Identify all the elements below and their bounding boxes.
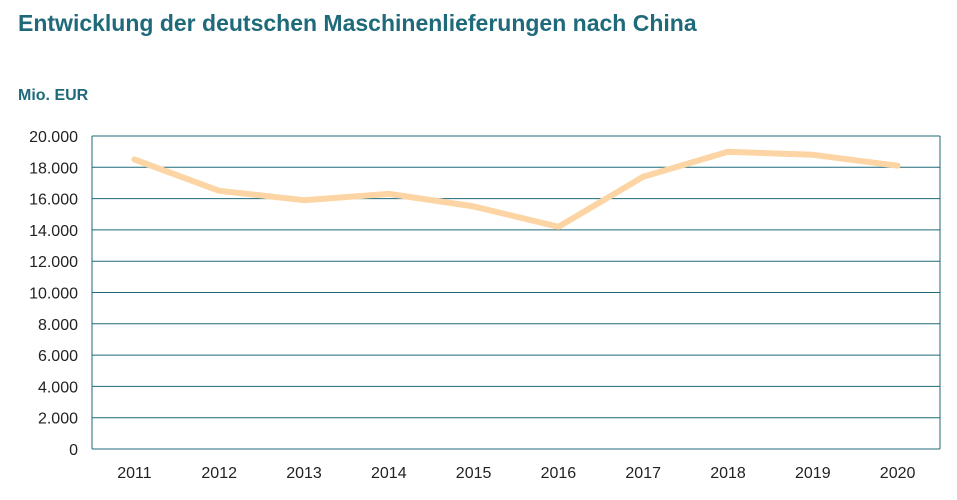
- grid-lines: [91, 135, 941, 450]
- y-tick-label: 14.000: [29, 223, 78, 240]
- data-point: [556, 224, 561, 229]
- x-tick-label: 2020: [880, 465, 916, 482]
- y-tick-label: 0: [69, 442, 78, 459]
- y-tick-label: 16.000: [29, 192, 78, 209]
- x-tick-label: 2017: [625, 465, 661, 482]
- x-tick-label: 2013: [286, 465, 322, 482]
- y-tick-label: 20.000: [29, 129, 78, 146]
- data-point: [302, 198, 306, 203]
- series-group: [131, 148, 901, 230]
- x-axis-ticks: 2011 2012 2013 2014 2015 2016 2017 2018 2019 2020: [117, 465, 915, 482]
- x-tick-label: 2014: [371, 465, 407, 482]
- x-tick-label: 2019: [795, 465, 831, 482]
- y-tick-label: 4.000: [38, 379, 78, 396]
- y-tick-label: 12.000: [29, 254, 78, 271]
- y-tick-label: 2.000: [38, 411, 78, 428]
- chart-title: Entwicklung der deutschen Maschinenliefe…: [18, 10, 697, 36]
- data-point: [217, 188, 222, 193]
- y-tick-label: 8.000: [38, 317, 78, 334]
- data-point: [810, 152, 815, 157]
- x-tick-label: 2018: [710, 465, 746, 482]
- x-tick-label: 2012: [201, 465, 237, 482]
- y-tick-label: 10.000: [29, 286, 78, 303]
- data-point: [386, 191, 391, 196]
- x-tick-label: 2011: [117, 465, 152, 482]
- y-tick-label: 18.000: [29, 160, 78, 177]
- data-point: [471, 204, 476, 209]
- data-point: [895, 163, 900, 168]
- data-point: [132, 157, 137, 162]
- x-tick-label: 2016: [541, 465, 577, 482]
- y-axis-ticks: 0 2.000 4.000 6.000 8.000 10.000 12.000 14.000 1…: [29, 129, 78, 459]
- y-tick-label: 6.000: [38, 348, 78, 365]
- series-line: [131, 148, 901, 230]
- x-tick-label: 2015: [456, 465, 492, 482]
- y-axis-unit-label: Mio. EUR: [18, 87, 89, 104]
- data-point: [726, 149, 730, 154]
- data-point: [641, 174, 646, 179]
